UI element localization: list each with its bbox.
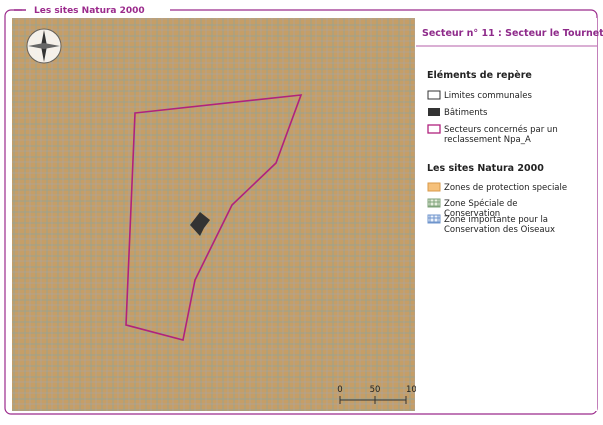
swatch-limits bbox=[428, 91, 440, 99]
swatch-zsc bbox=[428, 199, 440, 207]
legend-label-line: Zone importante pour la bbox=[444, 215, 548, 225]
scale-label: 0 bbox=[337, 385, 342, 395]
legend-label-line: Zone Spéciale de bbox=[444, 198, 518, 209]
map-shade bbox=[12, 18, 415, 411]
legend-section-title: Les sites Natura 2000 bbox=[427, 163, 544, 174]
legend-label-line: Secteurs concernés par un bbox=[444, 124, 558, 135]
swatch-zico bbox=[428, 215, 440, 223]
legend-label: Limites communales bbox=[444, 91, 532, 101]
legend-section-title: Eléments de repère bbox=[427, 70, 532, 81]
scale-label: 50 bbox=[370, 385, 381, 395]
north-arrow bbox=[27, 29, 61, 63]
panel-title: Secteur n° 11 : Secteur le Tournet bbox=[422, 28, 603, 39]
legend-label-line: reclassement Npa_A bbox=[444, 135, 531, 145]
swatch-zps bbox=[428, 183, 440, 191]
map-page: Les sites Natura 2000 0 50 100 m Secteur… bbox=[0, 0, 603, 421]
swatch-buildings bbox=[428, 108, 440, 116]
swatch-sector bbox=[428, 125, 440, 133]
legend-label: Bâtiments bbox=[444, 108, 488, 118]
legend-label-line: Conservation des Oiseaux bbox=[444, 225, 555, 235]
header-title: Les sites Natura 2000 bbox=[34, 6, 145, 16]
legend-label: Zones de protection speciale bbox=[444, 183, 567, 193]
